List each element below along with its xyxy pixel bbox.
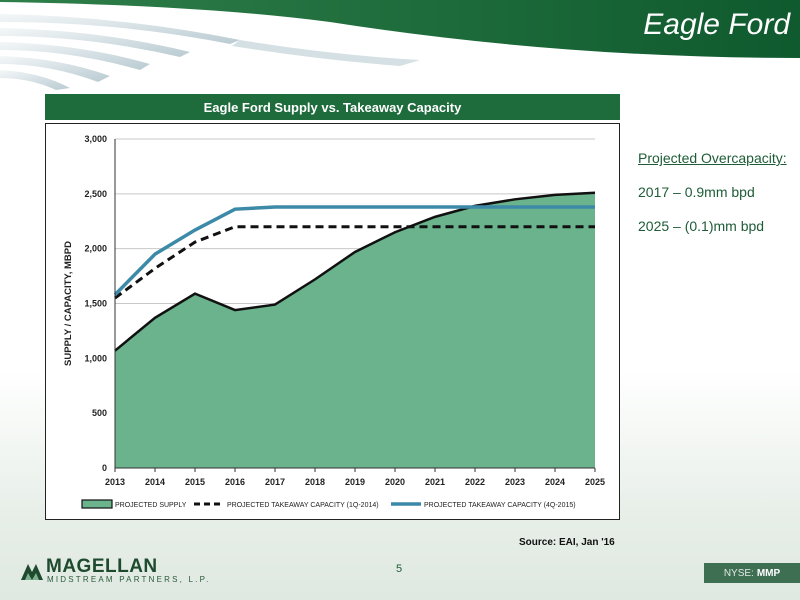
ticker-badge: NYSE: MMP — [704, 563, 800, 583]
x-tick-label: 2013 — [105, 477, 125, 487]
x-tick-label: 2015 — [185, 477, 205, 487]
chart-frame: 0 500 1,000 1,500 2,000 2,500 3,000 2013 2014 201… — [45, 123, 620, 520]
magellan-logo-icon — [21, 564, 43, 580]
note-item: 2025 – (0.1)mm bpd — [638, 218, 765, 234]
legend-swatch-supply — [81, 499, 113, 509]
y-tick-label: 2,500 — [84, 189, 107, 199]
takeaway-4q2015-line — [113, 205, 595, 296]
header-banner — [0, 0, 800, 90]
slide-title: Eagle Ford — [643, 8, 790, 41]
y-tick-label: 2,000 — [84, 244, 107, 254]
legend-label: PROJECTED SUPPLY — [115, 502, 187, 509]
logo-wordmark: MAGELLAN — [46, 556, 158, 577]
x-tick-label: 2023 — [505, 477, 525, 487]
supply-area — [115, 192, 595, 468]
notes-heading: Projected Overcapacity: — [638, 150, 787, 166]
x-tick-label: 2016 — [225, 477, 245, 487]
y-tick-label: 1,000 — [84, 353, 107, 363]
page-number: 5 — [396, 563, 403, 575]
x-tick-label: 2018 — [305, 477, 325, 487]
y-tick-label: 3,000 — [84, 134, 107, 144]
supply-line — [114, 191, 596, 352]
ticker-exchange: NYSE: — [723, 567, 754, 579]
x-tick-label: 2019 — [345, 477, 365, 487]
y-tick-label: 1,500 — [84, 299, 107, 309]
x-tick-label: 2024 — [545, 477, 565, 487]
side-notes: Projected Overcapacity: 2017 – 0.9mm bpd… — [638, 150, 787, 252]
note-item: 2017 – 0.9mm bpd — [638, 184, 755, 200]
legend-label: PROJECTED TAKEAWAY CAPACITY (4Q-2015) — [424, 502, 576, 509]
chart-plot: 0 500 1,000 1,500 2,000 2,500 3,000 2013 2014 201… — [63, 134, 605, 509]
source-note: Source: EAI, Jan '16 — [519, 537, 615, 548]
y-tick-label: 500 — [92, 408, 107, 418]
takeaway-1q2014-line — [114, 225, 595, 300]
x-tick-label: 2022 — [465, 477, 485, 487]
chart-title: Eagle Ford Supply vs. Takeaway Capacity — [45, 94, 620, 120]
y-tick-label: 0 — [102, 463, 107, 473]
legend-label: PROJECTED TAKEAWAY CAPACITY (1Q-2014) — [227, 502, 379, 509]
x-tick-label: 2025 — [585, 477, 605, 487]
x-tick-label: 2017 — [265, 477, 285, 487]
ticker-symbol: MMP — [756, 567, 781, 579]
x-tick-label: 2021 — [425, 477, 445, 487]
logo-subtitle: MIDSTREAM PARTNERS, L.P. — [47, 575, 211, 584]
x-tick-label: 2020 — [385, 477, 405, 487]
y-axis-label: SUPPLY / CAPACITY, MBPD — [63, 241, 74, 366]
x-tick-label: 2014 — [145, 477, 165, 487]
